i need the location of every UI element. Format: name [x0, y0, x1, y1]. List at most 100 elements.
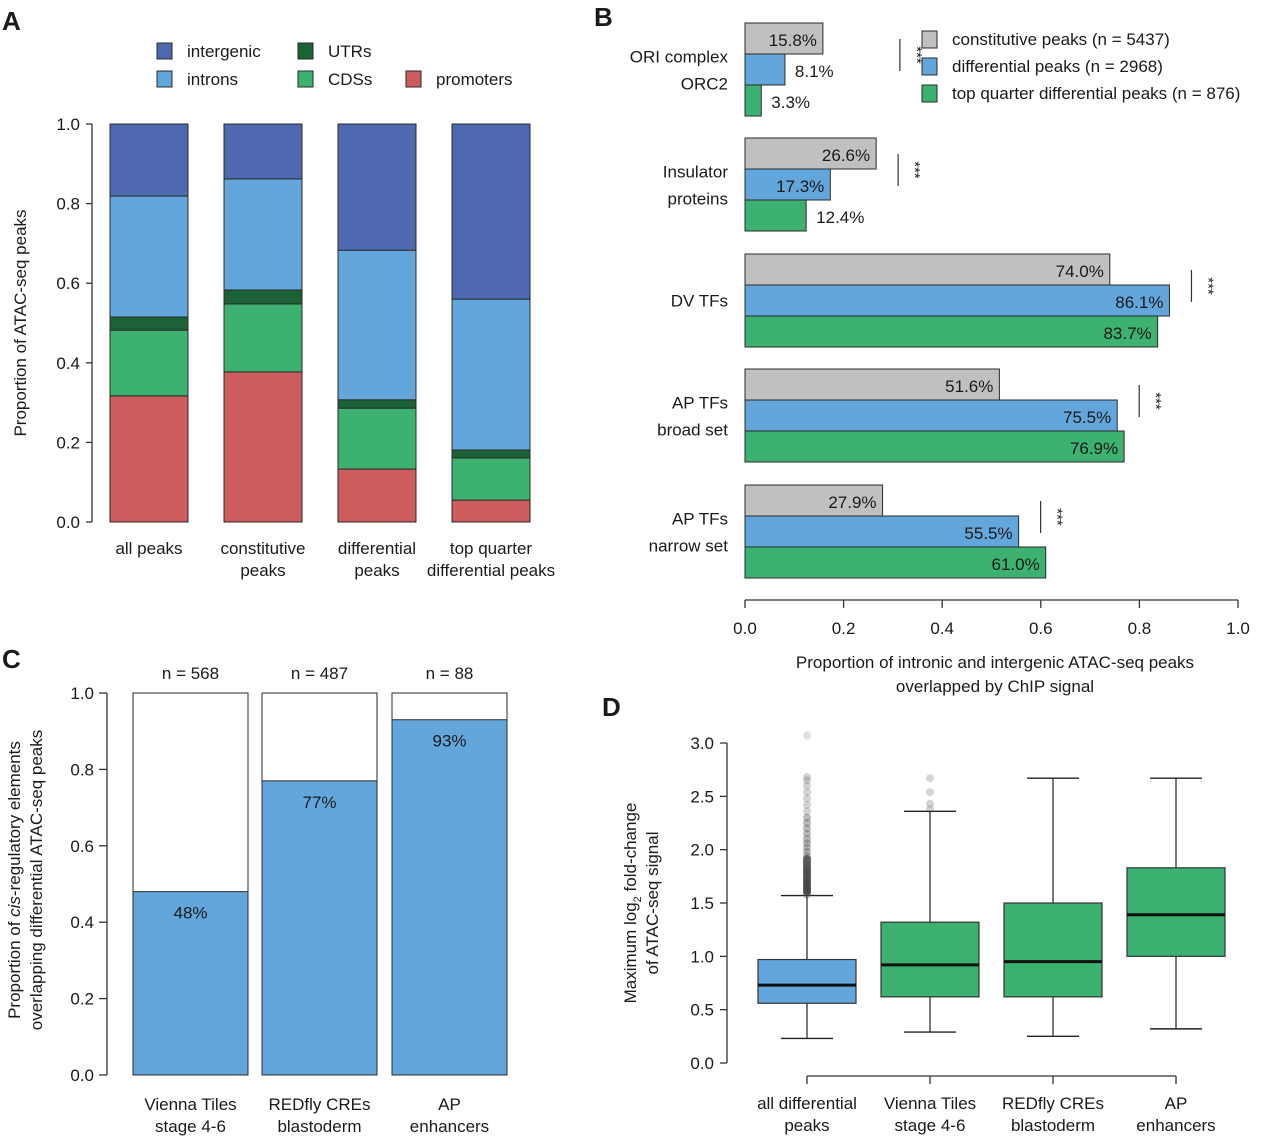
legend-label: top quarter differential peaks (n = 876)	[952, 84, 1240, 103]
outlier-point	[803, 788, 811, 797]
x-axis-title: Proportion of intronic and intergenic AT…	[796, 653, 1194, 696]
y-axis-title: Proportion of cis-regulatory elements ove…	[5, 730, 46, 1031]
bar-differential	[744, 284, 1170, 317]
x-category-label: Vienna Tiles stage 4-6	[884, 1094, 976, 1135]
legend-label: CDSs	[328, 70, 372, 89]
y-category-label-line: narrow set	[649, 537, 729, 556]
bar-segment-introns	[337, 249, 417, 401]
significance-stars: ***	[906, 161, 923, 179]
bar-value-label: 27.9%	[828, 493, 876, 512]
x-category-label: all differential peaks	[757, 1094, 857, 1135]
outlier-point	[803, 773, 811, 782]
bar-constitutive	[744, 368, 1000, 401]
x-category-label: AP enhancers	[410, 1095, 489, 1136]
bar-segment-intergenic	[451, 123, 531, 300]
y-tick-label: 2.0	[690, 841, 714, 860]
bar-segment-promoters	[337, 468, 417, 523]
outlier-point	[926, 788, 934, 797]
x-category-label: constitutive peaks	[220, 539, 305, 580]
x-category-label: all peaks	[115, 539, 182, 558]
bar-segment-utrs	[223, 289, 303, 305]
x-category-label: REDfly CREs blastoderm	[268, 1095, 370, 1136]
x-tick-label: 0.4	[930, 619, 954, 638]
x-category-label: AP enhancers	[1136, 1094, 1215, 1135]
y-tick-label: 0.5	[690, 1001, 714, 1020]
y-category-label-line: AP TFs	[672, 394, 728, 413]
bar-segment-intergenic	[223, 123, 303, 180]
y-category-label: ORI complex ORC2	[630, 48, 729, 94]
legend-label: introns	[187, 70, 238, 89]
outlier-dense-band	[803, 855, 811, 896]
x-axis-title-line: Proportion of intronic and intergenic AT…	[796, 653, 1194, 672]
outlier-point	[926, 805, 934, 814]
x-category-label-line: constitutive	[220, 539, 305, 558]
y-category-label-line: AP TFs	[672, 510, 728, 529]
x-tick-label: 1.0	[1226, 619, 1250, 638]
x-category-label-line: stage 4-6	[155, 1117, 226, 1136]
legend-label: UTRs	[328, 42, 371, 61]
box-iqr	[757, 958, 857, 1004]
outlier-point	[803, 794, 811, 803]
y-tick-label: 0.0	[56, 513, 80, 532]
bar-segment-promoters	[223, 371, 303, 523]
box-iqr	[880, 921, 980, 998]
y-tick-label: 0.2	[56, 433, 80, 452]
x-category-label-line: top quarter	[450, 539, 533, 558]
y-category-label-line: proteins	[668, 190, 728, 209]
bar-constitutive	[744, 137, 877, 170]
bar-segment-cdss	[451, 457, 531, 501]
bar-top_quarter	[744, 546, 1047, 579]
bar-value-label: 74.0%	[1056, 262, 1104, 281]
outlier-point	[803, 807, 811, 816]
bar-segment-cdss	[109, 329, 189, 397]
bar-value-label: 8.1%	[795, 62, 834, 81]
bar-differential	[744, 399, 1118, 432]
legend-swatch-utrs	[297, 42, 314, 60]
legend-swatch-constitutive	[921, 30, 938, 49]
x-category-label-line: peaks	[784, 1116, 829, 1135]
y-category-label-line: DV TFs	[671, 292, 728, 311]
x-category-label: top quarter differential peaks	[427, 539, 555, 580]
bar-differential	[744, 168, 831, 201]
legend-label: differential peaks (n = 2968)	[952, 57, 1163, 76]
legend-swatch-promoters	[405, 70, 422, 88]
box-iqr	[1003, 902, 1103, 998]
outlier-point	[803, 781, 811, 790]
outlier-point	[926, 774, 934, 783]
y-tick-label: 1.5	[690, 894, 714, 913]
outlier-point	[803, 839, 811, 848]
x-category-label-line: REDfly CREs	[268, 1095, 370, 1114]
y-tick-label: 3.0	[690, 734, 714, 753]
x-category-label-line: peaks	[354, 561, 399, 580]
bar-segment-introns	[109, 195, 189, 318]
y-tick-label: 0.8	[56, 195, 80, 214]
x-category-label-line: Vienna Tiles	[144, 1095, 236, 1114]
x-tick-label: 0.8	[1128, 619, 1152, 638]
outlier-point	[803, 843, 811, 852]
bar-top_quarter	[744, 199, 807, 232]
y-tick-label: 0.4	[56, 354, 80, 373]
y-axis-title: Maximum log2 fold-change of ATAC-seq sign…	[621, 803, 662, 1004]
bar-value-label: 61.0%	[992, 555, 1040, 574]
outlier-point	[803, 819, 811, 827]
bar-value-label: 77%	[302, 793, 336, 812]
outlier-point	[803, 813, 811, 822]
bar-segment-utrs	[109, 316, 189, 331]
bar-value-label: 48%	[173, 904, 207, 923]
legend-swatch-cdss	[297, 70, 314, 88]
bar-segment-utrs	[337, 399, 417, 409]
x-category-label-line: AP	[1165, 1094, 1188, 1113]
outlier-point	[926, 799, 934, 808]
bar-constitutive	[744, 253, 1111, 286]
x-category-label-line: stage 4-6	[895, 1116, 966, 1135]
x-axis-title-line: overlapped by ChIP signal	[896, 677, 1094, 696]
x-category-label-line: blastoderm	[277, 1117, 361, 1136]
significance-stars: ***	[1147, 392, 1164, 410]
y-category-label-line: ORC2	[681, 75, 728, 94]
bar-value-label: 15.8%	[769, 31, 817, 50]
y-category-label-line: Insulator	[663, 163, 729, 182]
significance-stars: ***	[1199, 277, 1216, 295]
y-category-label: AP TFs narrow set	[649, 510, 729, 556]
y-tick-label: 1.0	[690, 947, 714, 966]
